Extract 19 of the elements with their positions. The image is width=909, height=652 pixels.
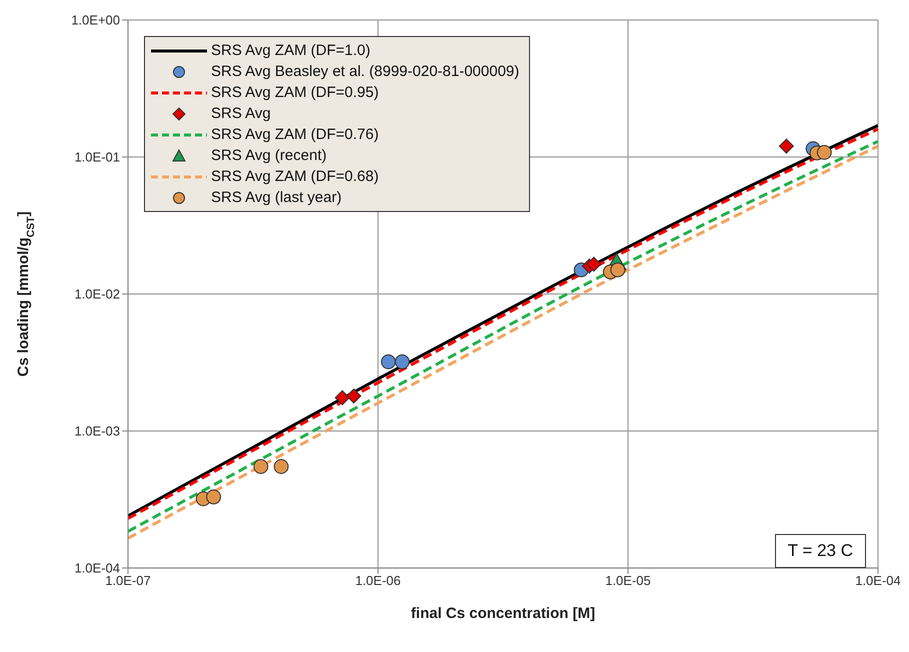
legend-label: SRS Avg (last year) bbox=[211, 188, 342, 208]
legend-label: SRS Avg (recent) bbox=[211, 146, 327, 166]
legend-label: SRS Avg ZAM (DF=0.76) bbox=[211, 125, 379, 145]
legend-label: SRS Avg bbox=[211, 104, 271, 124]
x-tick-label: 1.0E-06 bbox=[355, 573, 401, 588]
y-tick-label: 1.0E+00 bbox=[71, 12, 120, 28]
y-tick-label: 1.0E-02 bbox=[74, 286, 120, 302]
x-tick-label: 1.0E-04 bbox=[855, 573, 901, 588]
legend-label: SRS Avg ZAM (DF=0.68) bbox=[211, 167, 379, 187]
annotation: T = 23 C bbox=[774, 534, 866, 568]
x-tick-label: 1.0E-05 bbox=[605, 573, 651, 588]
x-tick-label: 1.0E-07 bbox=[105, 573, 151, 588]
x-axis-title: final Cs concentration [M] bbox=[410, 605, 596, 622]
y-tick-label: 1.0E-03 bbox=[74, 424, 120, 439]
legend-label: SRS Avg Beasley et al. (8999-020-81-000009) bbox=[211, 62, 520, 82]
y-tick-label: 1.0E-04 bbox=[74, 560, 120, 576]
legend-label: SRS Avg ZAM (DF=1.0) bbox=[211, 41, 370, 61]
legend-label: SRS Avg ZAM (DF=0.95) bbox=[211, 83, 379, 103]
y-tick-label: 1.0E-01 bbox=[74, 150, 120, 165]
